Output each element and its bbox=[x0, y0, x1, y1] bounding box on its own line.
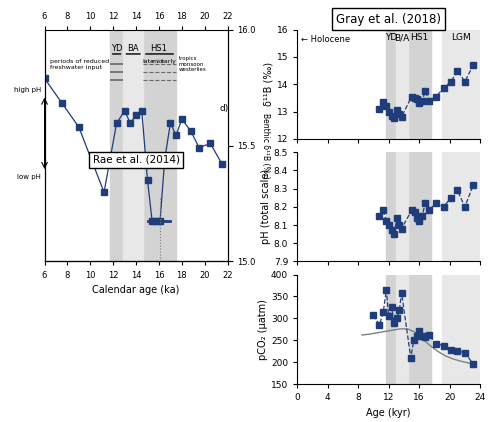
Text: early: early bbox=[160, 59, 176, 64]
Text: HS1: HS1 bbox=[150, 44, 167, 53]
Text: LGM: LGM bbox=[451, 33, 471, 42]
Bar bbox=[396, 275, 408, 384]
Text: YD: YD bbox=[385, 33, 397, 42]
Bar bbox=[442, 152, 480, 262]
Y-axis label: δ¹¹B (‰): δ¹¹B (‰) bbox=[264, 62, 274, 106]
Text: BA: BA bbox=[127, 44, 139, 53]
Title: Gray et al. (2018): Gray et al. (2018) bbox=[336, 13, 441, 26]
Text: high pH: high pH bbox=[14, 87, 41, 92]
Bar bbox=[123, 30, 143, 262]
Y-axis label: pCO₂ (μatm): pCO₂ (μatm) bbox=[258, 299, 268, 360]
Bar bbox=[408, 152, 431, 262]
Text: ← Holocene: ← Holocene bbox=[301, 35, 350, 43]
Bar bbox=[442, 30, 480, 139]
Bar bbox=[110, 30, 123, 262]
Y-axis label: Benthic δ¹¹B (‰): Benthic δ¹¹B (‰) bbox=[261, 113, 270, 179]
Bar bbox=[143, 30, 176, 262]
Text: low pH: low pH bbox=[17, 174, 41, 180]
Y-axis label: pH (total scale): pH (total scale) bbox=[261, 169, 271, 244]
Text: late: late bbox=[143, 59, 154, 64]
Text: tropics
monsoon
westerlies: tropics monsoon westerlies bbox=[178, 56, 206, 73]
Text: HS1: HS1 bbox=[410, 33, 428, 42]
Text: Rae et al. (2014): Rae et al. (2014) bbox=[93, 155, 180, 165]
X-axis label: Age (kyr): Age (kyr) bbox=[366, 408, 411, 418]
Bar bbox=[396, 30, 408, 139]
Text: YD: YD bbox=[111, 44, 122, 53]
Bar bbox=[387, 152, 396, 262]
Bar bbox=[396, 152, 408, 262]
Bar bbox=[408, 30, 431, 139]
Text: d): d) bbox=[220, 104, 229, 113]
Bar bbox=[442, 275, 480, 384]
Bar bbox=[408, 275, 431, 384]
Bar bbox=[387, 30, 396, 139]
Bar bbox=[387, 275, 396, 384]
Text: B/A: B/A bbox=[395, 33, 409, 42]
Text: mid: mid bbox=[152, 59, 164, 64]
X-axis label: Calendar age (ka): Calendar age (ka) bbox=[93, 285, 180, 295]
Text: periods of reduced
freshwater input: periods of reduced freshwater input bbox=[50, 59, 109, 70]
